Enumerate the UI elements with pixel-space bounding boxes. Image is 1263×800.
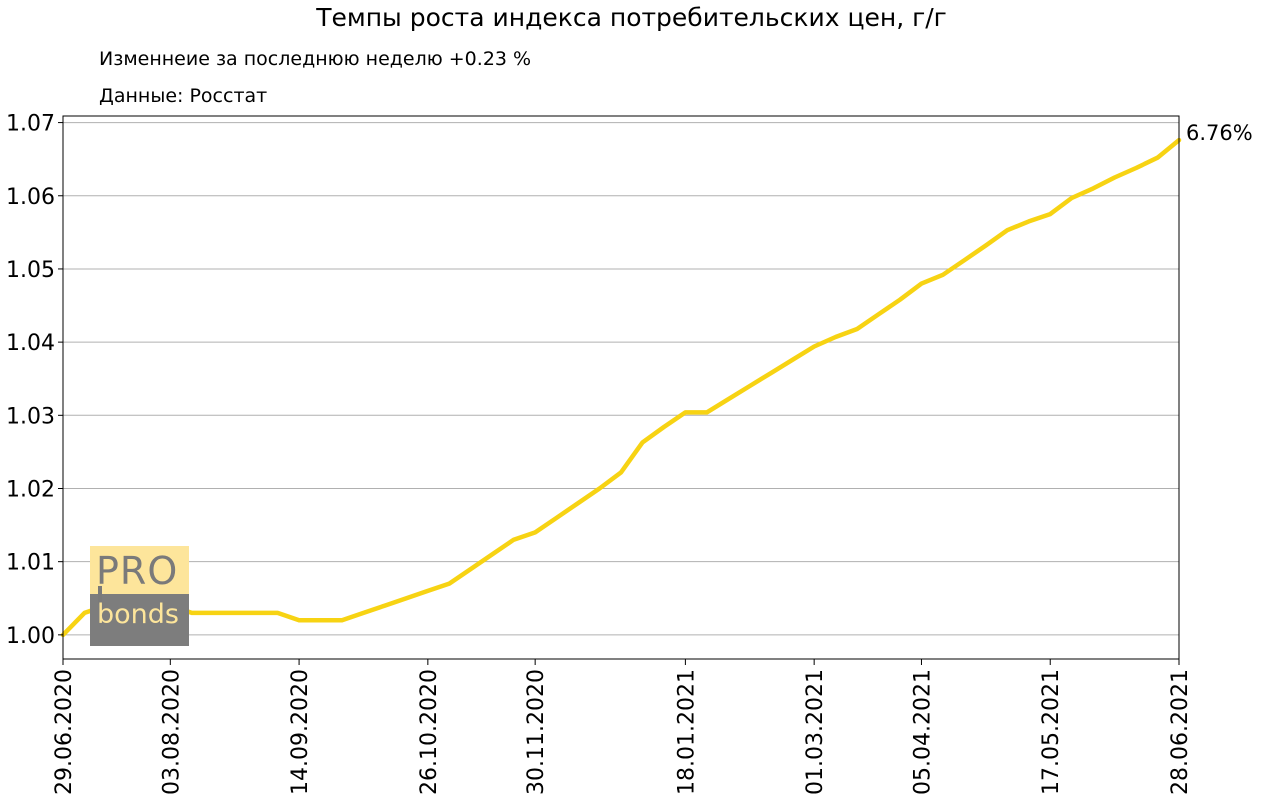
x-tick-label: 28.06.2021 — [1168, 669, 1193, 795]
y-tick-label: 1.07 — [6, 112, 55, 137]
y-tick-label: 1.05 — [6, 258, 55, 283]
x-tick-label: 18.01.2021 — [674, 669, 699, 795]
y-tick-label: 1.04 — [6, 331, 55, 356]
logo-top-block — [90, 546, 189, 594]
weekly-change-subtitle: Изменнеие за последнюю неделю +0.23 % — [99, 48, 532, 70]
y-tick-label: 1.02 — [6, 477, 55, 502]
chart-title: Темпы роста индекса потребительских цен,… — [316, 3, 947, 32]
x-tick-label: 30.11.2020 — [524, 669, 549, 795]
y-tick-label: 1.01 — [6, 551, 55, 576]
x-tick-label: 01.03.2021 — [803, 669, 828, 795]
gridlines — [63, 122, 1179, 636]
x-tick-label: 14.09.2020 — [288, 669, 313, 795]
logo-pro-text: PRO — [96, 549, 179, 593]
probonds-logo: PRO bonds — [90, 546, 189, 646]
logo-bonds-text: bonds — [97, 599, 179, 630]
x-tick-label: 03.08.2020 — [159, 669, 184, 795]
x-tick-label: 17.05.2021 — [1039, 669, 1064, 795]
data-source-subtitle: Данные: Росстат — [99, 85, 268, 107]
logo-bottom-block — [90, 594, 189, 646]
y-tick-label: 1.00 — [6, 624, 55, 649]
logo-bar — [98, 586, 102, 604]
x-tick-label: 26.10.2020 — [417, 669, 442, 795]
end-value-label: 6.76% — [1186, 121, 1253, 145]
series-layer — [60, 137, 1182, 638]
y-axis: 1.00 1.01 1.02 1.03 1.04 1.05 1.06 1.07 — [6, 112, 63, 649]
x-tick-label: 29.06.2020 — [52, 669, 77, 795]
x-axis: 29.06.2020 03.08.2020 14.09.2020 26.10.2020… — [52, 659, 1193, 795]
x-tick-label: 05.04.2021 — [910, 669, 935, 795]
plot-frame — [62, 115, 1180, 660]
y-tick-label: 1.06 — [6, 185, 55, 210]
cpi-series-line — [60, 137, 1182, 638]
y-tick-label: 1.03 — [6, 404, 55, 429]
